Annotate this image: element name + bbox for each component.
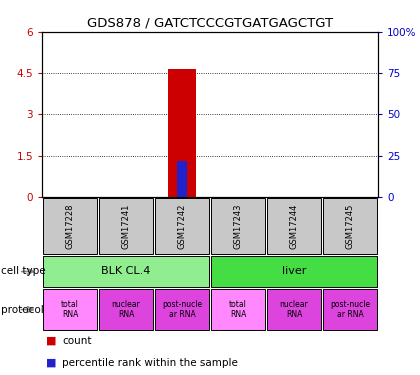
Text: BLK CL.4: BLK CL.4 (101, 267, 151, 276)
Text: GSM17241: GSM17241 (121, 203, 131, 249)
Bar (323, 198, 377, 254)
Text: total
RNA: total RNA (229, 300, 247, 319)
Bar (42, 289, 97, 330)
Text: nuclear
RNA: nuclear RNA (280, 300, 308, 319)
Text: percentile rank within the sample: percentile rank within the sample (62, 358, 238, 368)
Bar (267, 289, 321, 330)
Text: post-nucle
ar RNA: post-nucle ar RNA (162, 300, 202, 319)
Bar (99, 198, 153, 254)
Bar (177, 160, 187, 197)
Bar (99, 289, 153, 330)
Bar (155, 289, 210, 330)
Text: GSM17244: GSM17244 (289, 203, 299, 249)
Text: count: count (62, 336, 92, 345)
Text: GSM17243: GSM17243 (234, 203, 242, 249)
Bar (210, 289, 265, 330)
Text: protocol: protocol (1, 304, 44, 315)
Bar (267, 198, 321, 254)
Text: GSM17228: GSM17228 (66, 203, 74, 249)
Text: ■: ■ (46, 336, 57, 345)
Text: total
RNA: total RNA (61, 300, 79, 319)
Text: GSM17245: GSM17245 (346, 203, 354, 249)
Bar (168, 69, 196, 197)
Bar (210, 256, 378, 286)
Text: liver: liver (282, 267, 306, 276)
Text: cell type: cell type (1, 267, 45, 276)
Text: nuclear
RNA: nuclear RNA (112, 300, 140, 319)
Bar (155, 198, 209, 254)
Bar (323, 289, 378, 330)
Text: ■: ■ (46, 358, 57, 368)
Title: GDS878 / GATCTCCCGTGATGAGCTGT: GDS878 / GATCTCCCGTGATGAGCTGT (87, 16, 333, 29)
Bar (43, 198, 97, 254)
Bar (211, 198, 265, 254)
Text: GSM17242: GSM17242 (178, 203, 186, 249)
Text: post-nucle
ar RNA: post-nucle ar RNA (330, 300, 370, 319)
Bar (42, 256, 210, 286)
